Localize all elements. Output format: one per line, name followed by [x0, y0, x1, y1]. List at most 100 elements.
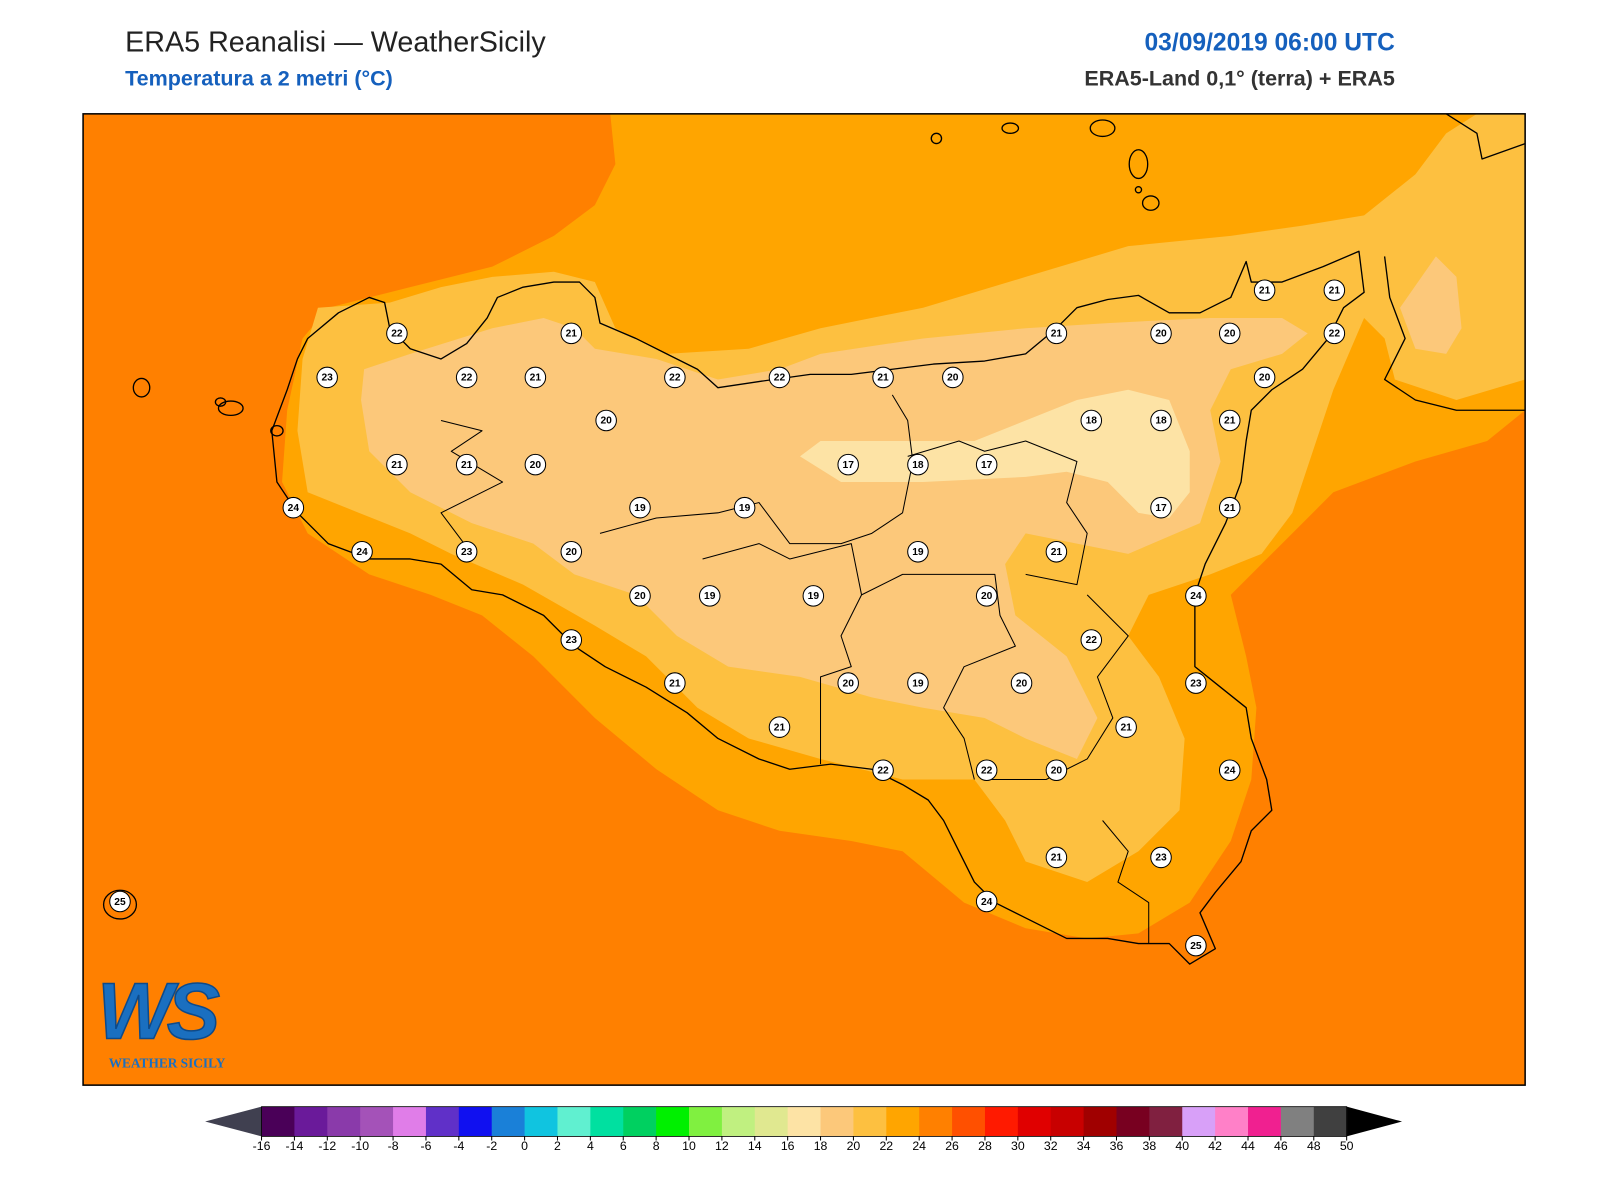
station-marker	[1010, 672, 1033, 694]
station: 17	[1150, 496, 1172, 519]
station-value: 20	[1224, 329, 1236, 340]
colorbar-tick-label: -8	[388, 1139, 399, 1153]
station-value: 19	[704, 591, 716, 602]
colorbar-tick-label: 6	[620, 1139, 627, 1153]
colorbar-tick-label: -14	[286, 1139, 304, 1153]
colorbar-swatch	[623, 1106, 657, 1137]
colorbar-swatch	[327, 1106, 361, 1137]
station-value: 21	[1051, 853, 1063, 864]
station-marker	[1253, 366, 1276, 389]
station: 20	[1150, 322, 1172, 345]
island	[1134, 185, 1143, 194]
station-value: 22	[1086, 635, 1098, 646]
station-marker	[733, 496, 756, 519]
station-marker	[975, 890, 998, 913]
colorbar-tick-label: 8	[653, 1139, 660, 1153]
station-value: 21	[774, 722, 786, 733]
station-value: 22	[461, 373, 473, 384]
colorbar-swatch	[853, 1106, 887, 1137]
station: 19	[907, 672, 929, 694]
colorbar-swatch	[261, 1106, 295, 1137]
station-marker	[907, 453, 929, 476]
station-value: 21	[1051, 547, 1063, 558]
date: 03/09/2019 06:00 UTC	[1144, 30, 1395, 57]
station-value: 24	[356, 547, 368, 558]
station-marker	[975, 759, 998, 782]
colorbar-tick-label: 50	[1340, 1139, 1354, 1153]
colorbar-swatch	[820, 1106, 854, 1137]
station-marker	[386, 453, 408, 476]
station: 21	[1253, 279, 1276, 302]
station: 20	[975, 585, 998, 607]
station-marker	[629, 496, 651, 519]
station-marker	[1185, 672, 1207, 694]
station-value: 22	[981, 765, 993, 776]
station-value: 19	[808, 591, 820, 602]
station: 20	[595, 409, 617, 432]
station-marker	[109, 890, 131, 913]
colorbar-outline	[261, 1106, 1348, 1137]
station-value: 20	[1016, 678, 1028, 689]
station: 22	[455, 366, 478, 389]
map-frame	[82, 113, 1526, 1086]
station-value: 23	[566, 635, 578, 646]
station: 21	[455, 453, 478, 476]
station-marker	[455, 366, 478, 389]
station: 18	[907, 453, 929, 476]
colorbar-tick-label: 10	[682, 1139, 696, 1153]
station-value: 21	[391, 460, 403, 471]
province-border	[1102, 820, 1150, 944]
colorbar-tick-label: -2	[486, 1139, 497, 1153]
title: ERA5 Reanalisi — WeatherSicily	[125, 27, 546, 59]
colorbar-tick-label: 30	[1011, 1139, 1025, 1153]
coastline	[271, 250, 1365, 965]
station: 22	[386, 322, 408, 345]
station: 21	[1115, 716, 1137, 738]
station-marker	[386, 322, 408, 345]
station: 20	[560, 541, 583, 563]
coastline	[1383, 256, 1526, 411]
colorbar-tick-label: 16	[781, 1139, 795, 1153]
map: 22 21 23 22 21 22 22 21 20 21 20 20 21 21 22 20 20 18 18 21…	[83, 113, 1526, 1086]
station-marker	[975, 585, 998, 607]
station-marker	[1045, 759, 1068, 782]
colorbar-tick-label: -10	[351, 1139, 369, 1153]
colorbar-swatch	[886, 1106, 920, 1137]
station: 21	[1045, 322, 1068, 345]
colorbar-swatch	[1215, 1106, 1249, 1137]
colorbar-tick-label: 28	[978, 1139, 992, 1153]
station-marker	[1150, 322, 1172, 345]
station-value: 24	[981, 897, 993, 908]
island	[132, 377, 151, 398]
colorbar-tick-label: 12	[715, 1139, 729, 1153]
station-value: 21	[1259, 285, 1271, 296]
station: 23	[560, 629, 583, 651]
station: 25	[109, 890, 131, 913]
colorbar-tick-label: 46	[1274, 1139, 1288, 1153]
island	[1128, 149, 1149, 180]
station: 22	[1080, 629, 1103, 651]
station: 22	[664, 366, 686, 389]
source: ERA5-Land 0,1° (terra) + ERA5	[1084, 67, 1395, 91]
station-value: 20	[1155, 329, 1167, 340]
colorbar-swatch	[1116, 1106, 1150, 1137]
station-marker	[664, 672, 686, 694]
station: 19	[733, 496, 756, 519]
contour-band	[1400, 256, 1462, 354]
station-marker	[524, 453, 547, 476]
colorbar-swatch	[1083, 1106, 1117, 1137]
station: 21	[1218, 409, 1241, 432]
colorbar-swatch	[1313, 1106, 1348, 1137]
colorbar-tick-label: 24	[912, 1139, 926, 1153]
station-marker	[524, 366, 547, 389]
colorbar-tick-label: 14	[748, 1139, 762, 1153]
station-value: 19	[912, 678, 924, 689]
colorbar-swatch	[491, 1106, 526, 1137]
station-value: 20	[634, 591, 646, 602]
station-value: 24	[1190, 591, 1202, 602]
province-border	[984, 594, 1129, 780]
colorbar-swatch	[689, 1106, 723, 1137]
station: 18	[1080, 409, 1103, 432]
station-marker	[455, 453, 478, 476]
